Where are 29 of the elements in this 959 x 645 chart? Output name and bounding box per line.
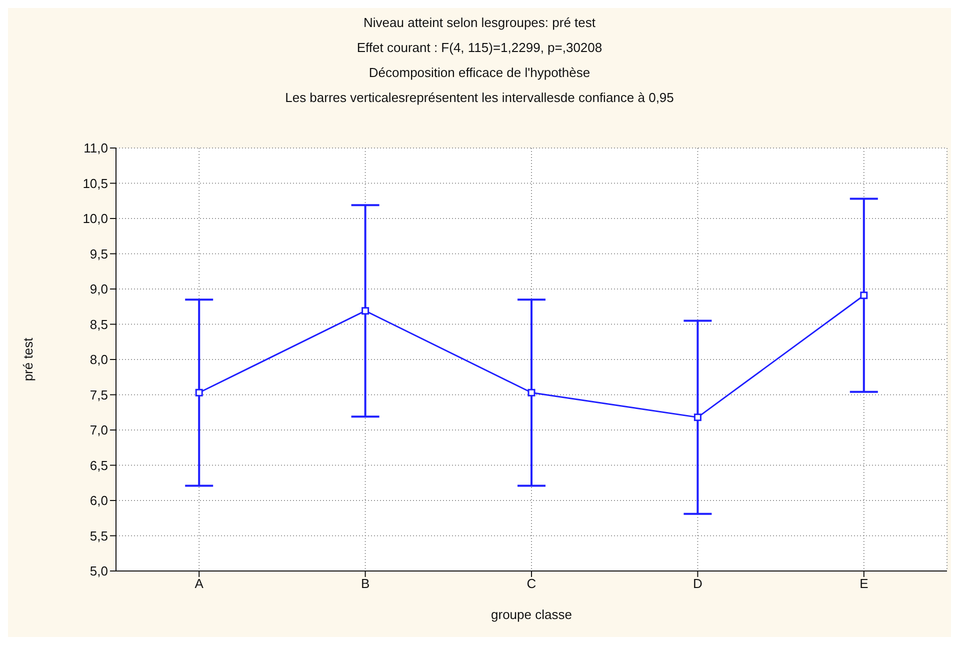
y-tick-label: 8,5 [90, 316, 108, 332]
chart-title: Niveau atteint selon lesgroupes: pré test [362, 14, 596, 32]
x-tick-label: B [360, 576, 370, 592]
x-tick-label: E [860, 576, 869, 592]
point [694, 414, 702, 422]
point [362, 307, 370, 315]
y-tick-label: 10,0 [82, 211, 108, 226]
y-tick-label: 6,5 [90, 458, 108, 473]
y-tick-label: 10,5 [82, 176, 108, 191]
y-tick-label: 11,0 [84, 140, 108, 156]
y-tick-label: 9,5 [90, 246, 108, 262]
y-axis-title: pré test [20, 337, 36, 382]
y-tick-label: 7,0 [90, 422, 108, 438]
point [528, 388, 536, 396]
text: Les barres verticalesreprésentent les intervallesde confiance à 0,95 [284, 89, 675, 107]
y-tick-label: 6,0 [90, 493, 108, 508]
x-axis-title: groupe classe [491, 607, 572, 622]
y-tick-label: 5,0 [90, 564, 108, 579]
y-tick-label: 5,5 [90, 528, 108, 544]
x-tick-label: C [526, 576, 536, 592]
chart-subtitle: Effet courant : F(4, 115)=1,2299, p=,30208 [356, 39, 604, 57]
point [195, 388, 203, 396]
y-tick-label: 8,0 [90, 352, 108, 368]
y-tick-label: 7,5 [90, 387, 108, 402]
x-tick-label: D [693, 576, 702, 592]
y-tick-label: 9,0 [90, 282, 108, 297]
x-tick-label: A [194, 576, 204, 592]
text: Décomposition efficace de l'hypothèse [368, 64, 592, 82]
point [860, 292, 868, 300]
